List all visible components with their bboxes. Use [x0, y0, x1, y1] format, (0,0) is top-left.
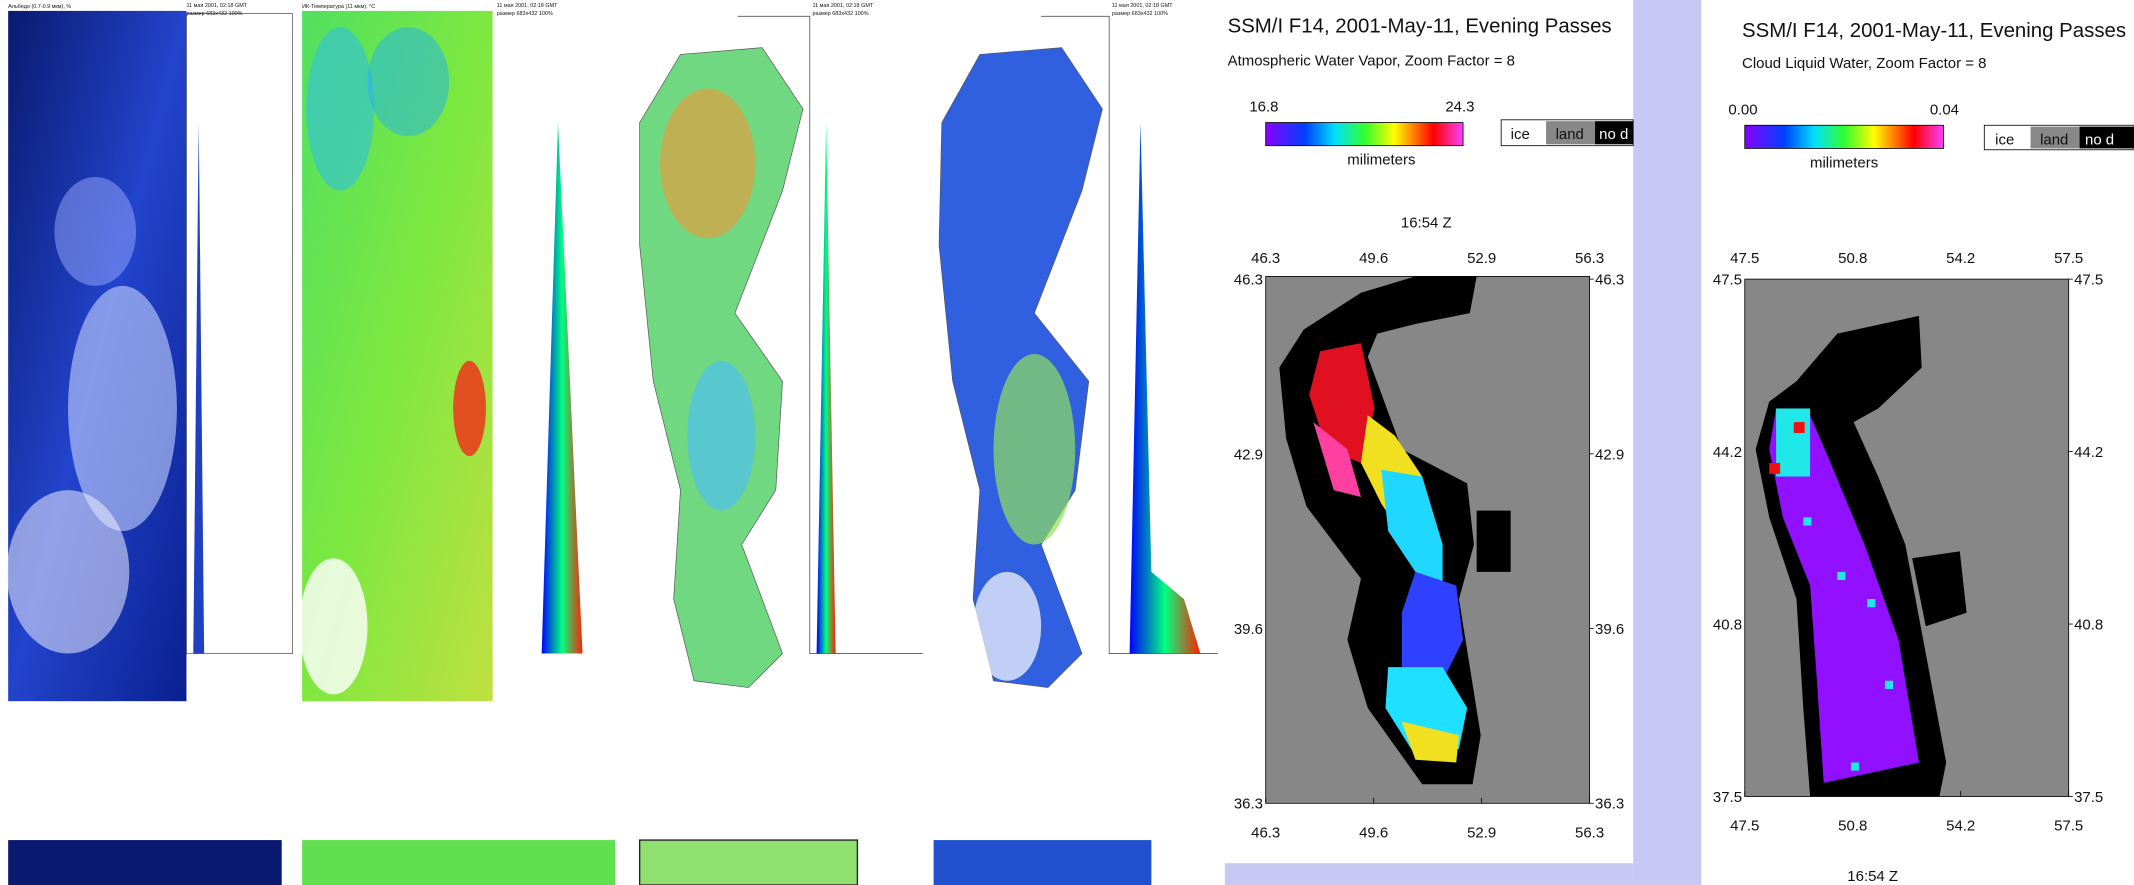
- panel-title: Альбедо (0.7-0.9 мкм), %: [8, 4, 71, 10]
- panel-date: 11 мая 2001, 02:18 GMT: [186, 3, 247, 9]
- scale-min: 16.8: [1249, 99, 1278, 116]
- x-tick-label: 52.9: [1467, 824, 1496, 841]
- legend-item: no d: [2085, 131, 2114, 148]
- legend-item: ice: [1511, 126, 1530, 143]
- y-tick-label: 46.3: [1234, 272, 1263, 289]
- legend-item: land: [2040, 131, 2068, 148]
- y-tick-label: 42.9: [1595, 446, 1624, 463]
- scale-unit: milimeters: [1347, 152, 1415, 169]
- x-tick-label: 50.8: [1838, 250, 1867, 267]
- panel-title: ИК-Температура (11 мкм), °C: [302, 4, 375, 10]
- panel-size: размер 683x432 100%: [812, 11, 868, 17]
- image-panel: ИК-Температура (11 мкм), °C 11 мая 2001,…: [299, 3, 612, 701]
- map-title: SSM/I F14, 2001-May-11, Evening Passes: [1742, 20, 2126, 42]
- panel-size: размер 683x432 100%: [1112, 11, 1168, 17]
- y-tick-label: 36.3: [1234, 796, 1263, 813]
- y-tick-label: 47.5: [2074, 272, 2103, 289]
- x-tick-label: 56.3: [1575, 824, 1604, 841]
- y-tick-label: 44.2: [1713, 444, 1742, 461]
- time-label: 16:54 Z: [1847, 868, 1898, 885]
- map-panel: SSM/I F14, 2001-May-11, Evening Passes C…: [1713, 20, 2134, 885]
- image-panel: [640, 840, 858, 885]
- image-panel: [934, 840, 1152, 885]
- screenshot: Альбедо (0.7-0.9 мкм), % 11 мая 2001, 02…: [0, 0, 2134, 885]
- x-tick-label: 52.9: [1467, 250, 1496, 267]
- separator: [1225, 863, 1633, 885]
- panel-size: размер 683x432 100%: [497, 11, 553, 17]
- panel-date: 11 мая 2001, 02:18 GMT: [497, 3, 558, 9]
- y-tick-label: 37.5: [2074, 789, 2103, 806]
- separator: [1633, 0, 1701, 885]
- x-tick-label: 56.3: [1575, 250, 1604, 267]
- map-subtitle: Cloud Liquid Water, Zoom Factor = 8: [1742, 55, 1986, 72]
- map-title: SSM/I F14, 2001-May-11, Evening Passes: [1228, 16, 1612, 38]
- scale-max: 0.04: [1930, 101, 1959, 118]
- panel-date: 11 мая 2001, 02:18 GMT: [812, 3, 873, 9]
- y-tick-label: 37.5: [1713, 789, 1742, 806]
- y-tick-label: 46.3: [1595, 272, 1624, 289]
- scale-max: 24.3: [1445, 99, 1474, 116]
- x-tick-label: 46.3: [1251, 250, 1280, 267]
- y-tick-label: 47.5: [1713, 272, 1742, 289]
- legend-item: ice: [1995, 131, 2014, 148]
- x-tick-label: 50.8: [1838, 818, 1867, 835]
- x-tick-label: 46.3: [1251, 824, 1280, 841]
- x-tick-label: 49.6: [1359, 250, 1388, 267]
- x-tick-label: 49.6: [1359, 824, 1388, 841]
- x-tick-label: 57.5: [2054, 250, 2083, 267]
- map-panel: SSM/I F14, 2001-May-11, Evening Passes A…: [1228, 16, 1634, 842]
- x-tick-label: 54.2: [1946, 818, 1975, 835]
- legend-item: no d: [1599, 126, 1628, 143]
- y-tick-label: 39.6: [1234, 621, 1263, 638]
- y-tick-label: 39.6: [1595, 621, 1624, 638]
- image-panel: 11 мая 2001, 02:18 GMT размер 683x432 10…: [640, 3, 923, 688]
- scale-min: 0.00: [1728, 101, 1757, 118]
- color-bar: [1745, 125, 1944, 148]
- panel-size: размер 683x432 100%: [186, 11, 242, 17]
- map-subtitle: Atmospheric Water Vapor, Zoom Factor = 8: [1228, 52, 1515, 69]
- x-tick-label: 54.2: [1946, 250, 1975, 267]
- image-panel: [302, 840, 615, 885]
- image-panel: Альбедо (0.7-0.9 мкм), % 11 мая 2001, 02…: [7, 3, 293, 701]
- y-tick-label: 40.8: [2074, 616, 2103, 633]
- x-tick-label: 47.5: [1730, 250, 1759, 267]
- y-tick-label: 42.9: [1234, 446, 1263, 463]
- image-panel: [8, 840, 282, 885]
- image-panel: 11 мая 2001, 02:18 GMT размер 683x432 10…: [939, 3, 1218, 688]
- x-tick-label: 57.5: [2054, 818, 2083, 835]
- y-tick-label: 40.8: [1713, 616, 1742, 633]
- color-bar: [1266, 123, 1463, 146]
- panel-date: 11 мая 2001, 02:18 GMT: [1112, 3, 1173, 9]
- scale-unit: milimeters: [1810, 154, 1878, 171]
- legend-item: land: [1556, 126, 1584, 143]
- y-tick-label: 36.3: [1595, 796, 1624, 813]
- x-tick-label: 47.5: [1730, 818, 1759, 835]
- time-label: 16:54 Z: [1401, 214, 1452, 231]
- y-tick-label: 44.2: [2074, 444, 2103, 461]
